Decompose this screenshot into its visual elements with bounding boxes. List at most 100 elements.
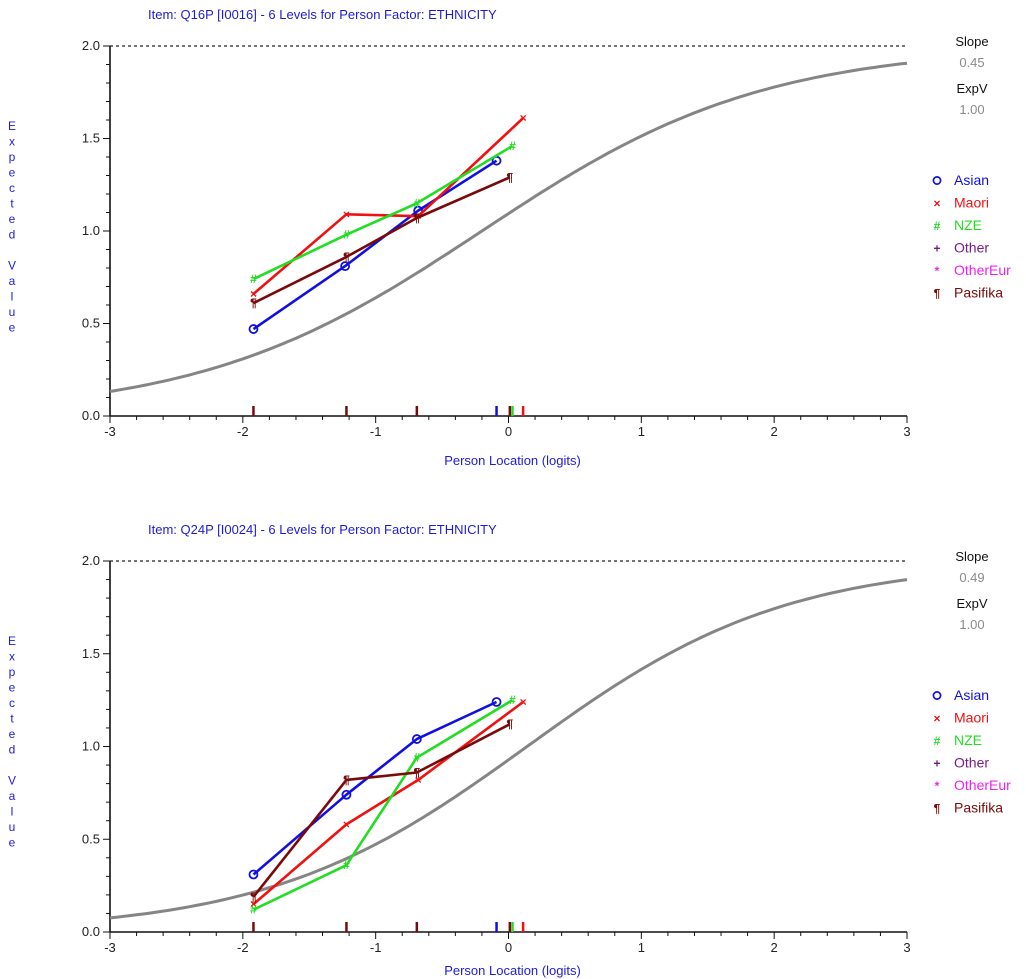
data-point: × — [415, 773, 422, 787]
legend-item-nze: # NZE — [934, 217, 982, 233]
x-tick-label: -2 — [237, 424, 249, 439]
data-point: ¶ — [250, 890, 257, 904]
y-axis-label-letter: u — [9, 820, 16, 834]
legend-item-nze: # NZE — [934, 732, 982, 748]
y-axis-label-letter: c — [9, 181, 15, 195]
y-tick-label: 2.0 — [82, 553, 100, 568]
legend-symbol: * — [935, 264, 940, 278]
y-tick-label: 1.0 — [82, 739, 100, 754]
y-axis-label-letter: u — [9, 305, 16, 319]
expv-value: 1.00 — [959, 102, 984, 117]
data-point: # — [343, 228, 350, 242]
data-point: # — [509, 139, 516, 153]
y-tick-label: 1.0 — [82, 223, 100, 238]
series-asian — [248, 697, 502, 880]
series-line — [252, 117, 524, 295]
data-point: × — [343, 817, 350, 831]
legend-item-asian: Asian — [932, 172, 989, 188]
chart-panel-2: Item: Q24P [I0024] - 6 Levels for Person… — [8, 522, 1011, 978]
y-axis-label-letter: e — [9, 166, 16, 180]
data-point: # — [414, 751, 421, 765]
y-axis-label-letter: t — [10, 712, 14, 726]
y-tick-label: 1.5 — [82, 646, 100, 661]
legend-symbol: ¶ — [934, 802, 941, 816]
y-axis-label-letter: l — [11, 290, 14, 304]
y-axis-label-letter: c — [9, 696, 15, 710]
legend-label: Pasifika — [954, 285, 1003, 301]
y-tick-label: 0.0 — [82, 924, 100, 939]
x-tick-label: 2 — [771, 940, 778, 955]
x-tick-label: -2 — [237, 940, 249, 955]
y-tick-label: 0.5 — [82, 316, 100, 331]
y-tick-label: 0.0 — [82, 408, 100, 423]
y-axis-label-letter: e — [9, 212, 16, 226]
legend: Asian × Maori # NZE + Other * OtherEur ¶ Pasifika — [932, 172, 1011, 301]
y-tick-label: 0.5 — [82, 831, 100, 846]
series-nze: # # # # — [250, 139, 516, 286]
legend-label: Other — [954, 240, 989, 256]
data-point: ¶ — [506, 170, 513, 184]
expv-label: ExpV — [956, 596, 987, 611]
series-nze: # # # # — [250, 693, 516, 917]
expv-value: 1.00 — [959, 617, 984, 632]
data-point: × — [343, 207, 350, 221]
legend-label: OtherEur — [954, 262, 1011, 278]
series-line — [252, 700, 524, 906]
y-axis-label-letter: x — [9, 650, 15, 664]
y-axis-label-letter: x — [9, 135, 15, 149]
data-point — [248, 869, 259, 880]
series-line — [252, 723, 511, 898]
legend-symbol: + — [933, 242, 940, 256]
x-axis-label: Person Location (logits) — [444, 963, 581, 978]
y-axis-label-letter: l — [11, 805, 14, 819]
data-point: # — [414, 196, 421, 210]
x-tick-label: -3 — [104, 424, 116, 439]
y-axis-label-letter: V — [8, 774, 16, 788]
legend-item-maori: × Maori — [933, 195, 989, 211]
y-axis-label-letter: e — [9, 727, 16, 741]
legend-symbol: * — [935, 779, 940, 793]
legend-symbol: × — [933, 197, 940, 211]
legend-label: Pasifika — [954, 800, 1003, 816]
data-point: ¶ — [414, 211, 421, 225]
legend-label: Asian — [954, 687, 989, 703]
series-line — [252, 176, 511, 305]
y-axis-label-letter: a — [9, 789, 16, 803]
y-axis-label-letter: e — [9, 836, 16, 850]
y-axis-label-letter: e — [9, 681, 16, 695]
y-tick-label: 1.5 — [82, 131, 100, 146]
series-line — [252, 698, 514, 911]
legend-item-asian: Asian — [932, 687, 989, 703]
legend-item-pasifika: ¶ Pasifika — [934, 285, 1004, 301]
legend: Asian × Maori # NZE + Other * OtherEur ¶ Pasifika — [932, 687, 1011, 816]
legend-symbol: + — [933, 757, 940, 771]
data-point: ¶ — [343, 773, 350, 787]
slope-value: 0.45 — [959, 55, 984, 70]
data-point: # — [509, 693, 516, 707]
legend-label: NZE — [954, 217, 982, 233]
x-tick-label: 1 — [638, 940, 645, 955]
legend-symbol — [932, 691, 942, 700]
x-tick-label: 0 — [505, 940, 512, 955]
chart-title: Item: Q24P [I0024] - 6 Levels for Person… — [148, 522, 497, 537]
legend-symbol: ¶ — [934, 287, 941, 301]
y-axis-label-letter: V — [8, 259, 16, 273]
legend-symbol: × — [933, 712, 940, 726]
series-maori: × × × × — [250, 695, 527, 911]
legend-label: Maori — [954, 710, 989, 726]
y-axis-label-letter: e — [9, 321, 16, 335]
legend-label: Other — [954, 755, 989, 771]
y-axis-label-letter: t — [10, 197, 14, 211]
data-point: × — [250, 287, 257, 301]
chart-title: Item: Q16P [I0016] - 6 Levels for Person… — [148, 7, 497, 22]
series-line — [252, 144, 514, 281]
expected-value-curve — [109, 578, 908, 920]
data-point — [341, 789, 352, 800]
legend-label: Asian — [954, 172, 989, 188]
legend-item-other: + Other — [933, 755, 989, 771]
legend-item-pasifika: ¶ Pasifika — [934, 800, 1004, 816]
data-point — [491, 697, 502, 707]
y-axis-label-letter: a — [9, 274, 16, 288]
